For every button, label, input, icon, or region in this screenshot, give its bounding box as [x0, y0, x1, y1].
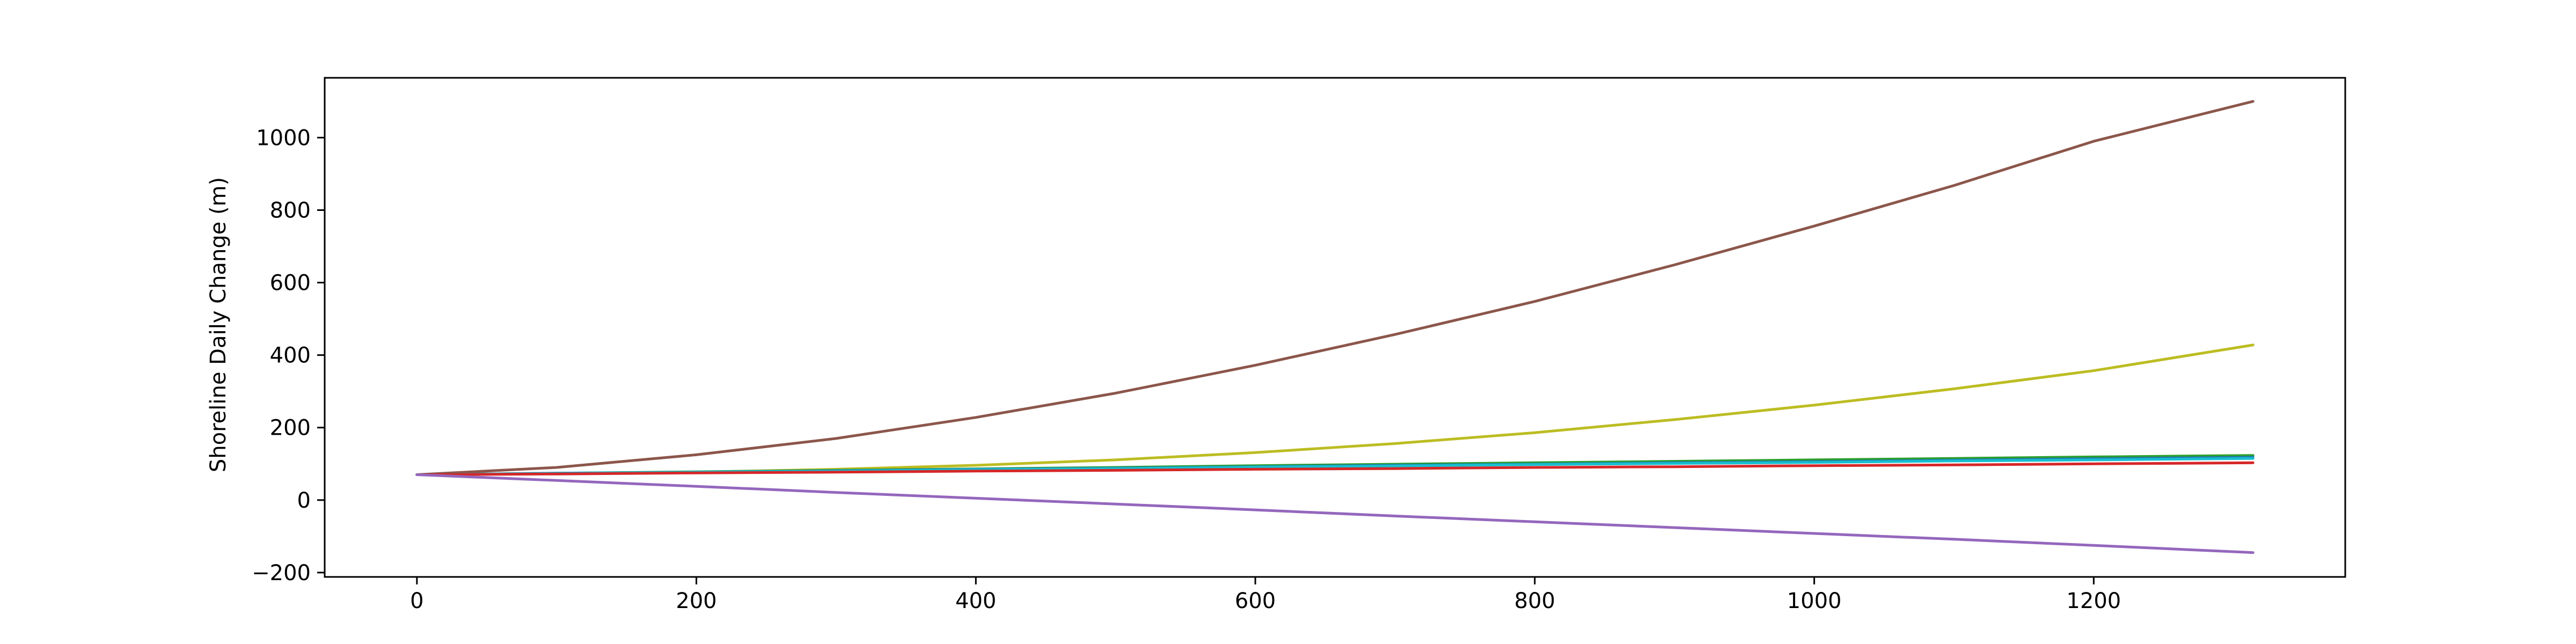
x-tick-label: 200 — [676, 589, 716, 613]
x-tick-label: 0 — [410, 589, 423, 613]
x-tick-label: 600 — [1235, 589, 1276, 613]
y-tick-label: 1000 — [256, 126, 311, 150]
y-axis-label: Shoreline Daily Change (m) — [206, 177, 231, 472]
series-layer — [415, 100, 2255, 554]
y-tick-label: 600 — [270, 271, 311, 296]
y-tick-label: −200 — [252, 561, 311, 586]
series-line-1 — [415, 100, 2255, 476]
y-tick-label: 200 — [270, 416, 311, 441]
axes-layer: 0 200 400 600 800 1000 1200 −200 0 200 400 600 800 10… — [252, 77, 2346, 613]
x-tick-label: 800 — [1514, 589, 1555, 613]
y-tick-label: 800 — [270, 199, 311, 223]
x-tick-label: 400 — [955, 589, 996, 613]
plot-frame — [324, 77, 2346, 578]
y-tick-label: 0 — [297, 488, 311, 513]
y-tick-label: 400 — [270, 343, 311, 368]
x-tick-label: 1000 — [1787, 589, 1842, 613]
series-line-7 — [415, 473, 2255, 554]
x-tick-label: 1200 — [2066, 589, 2121, 613]
series-line-6 — [415, 461, 2255, 476]
